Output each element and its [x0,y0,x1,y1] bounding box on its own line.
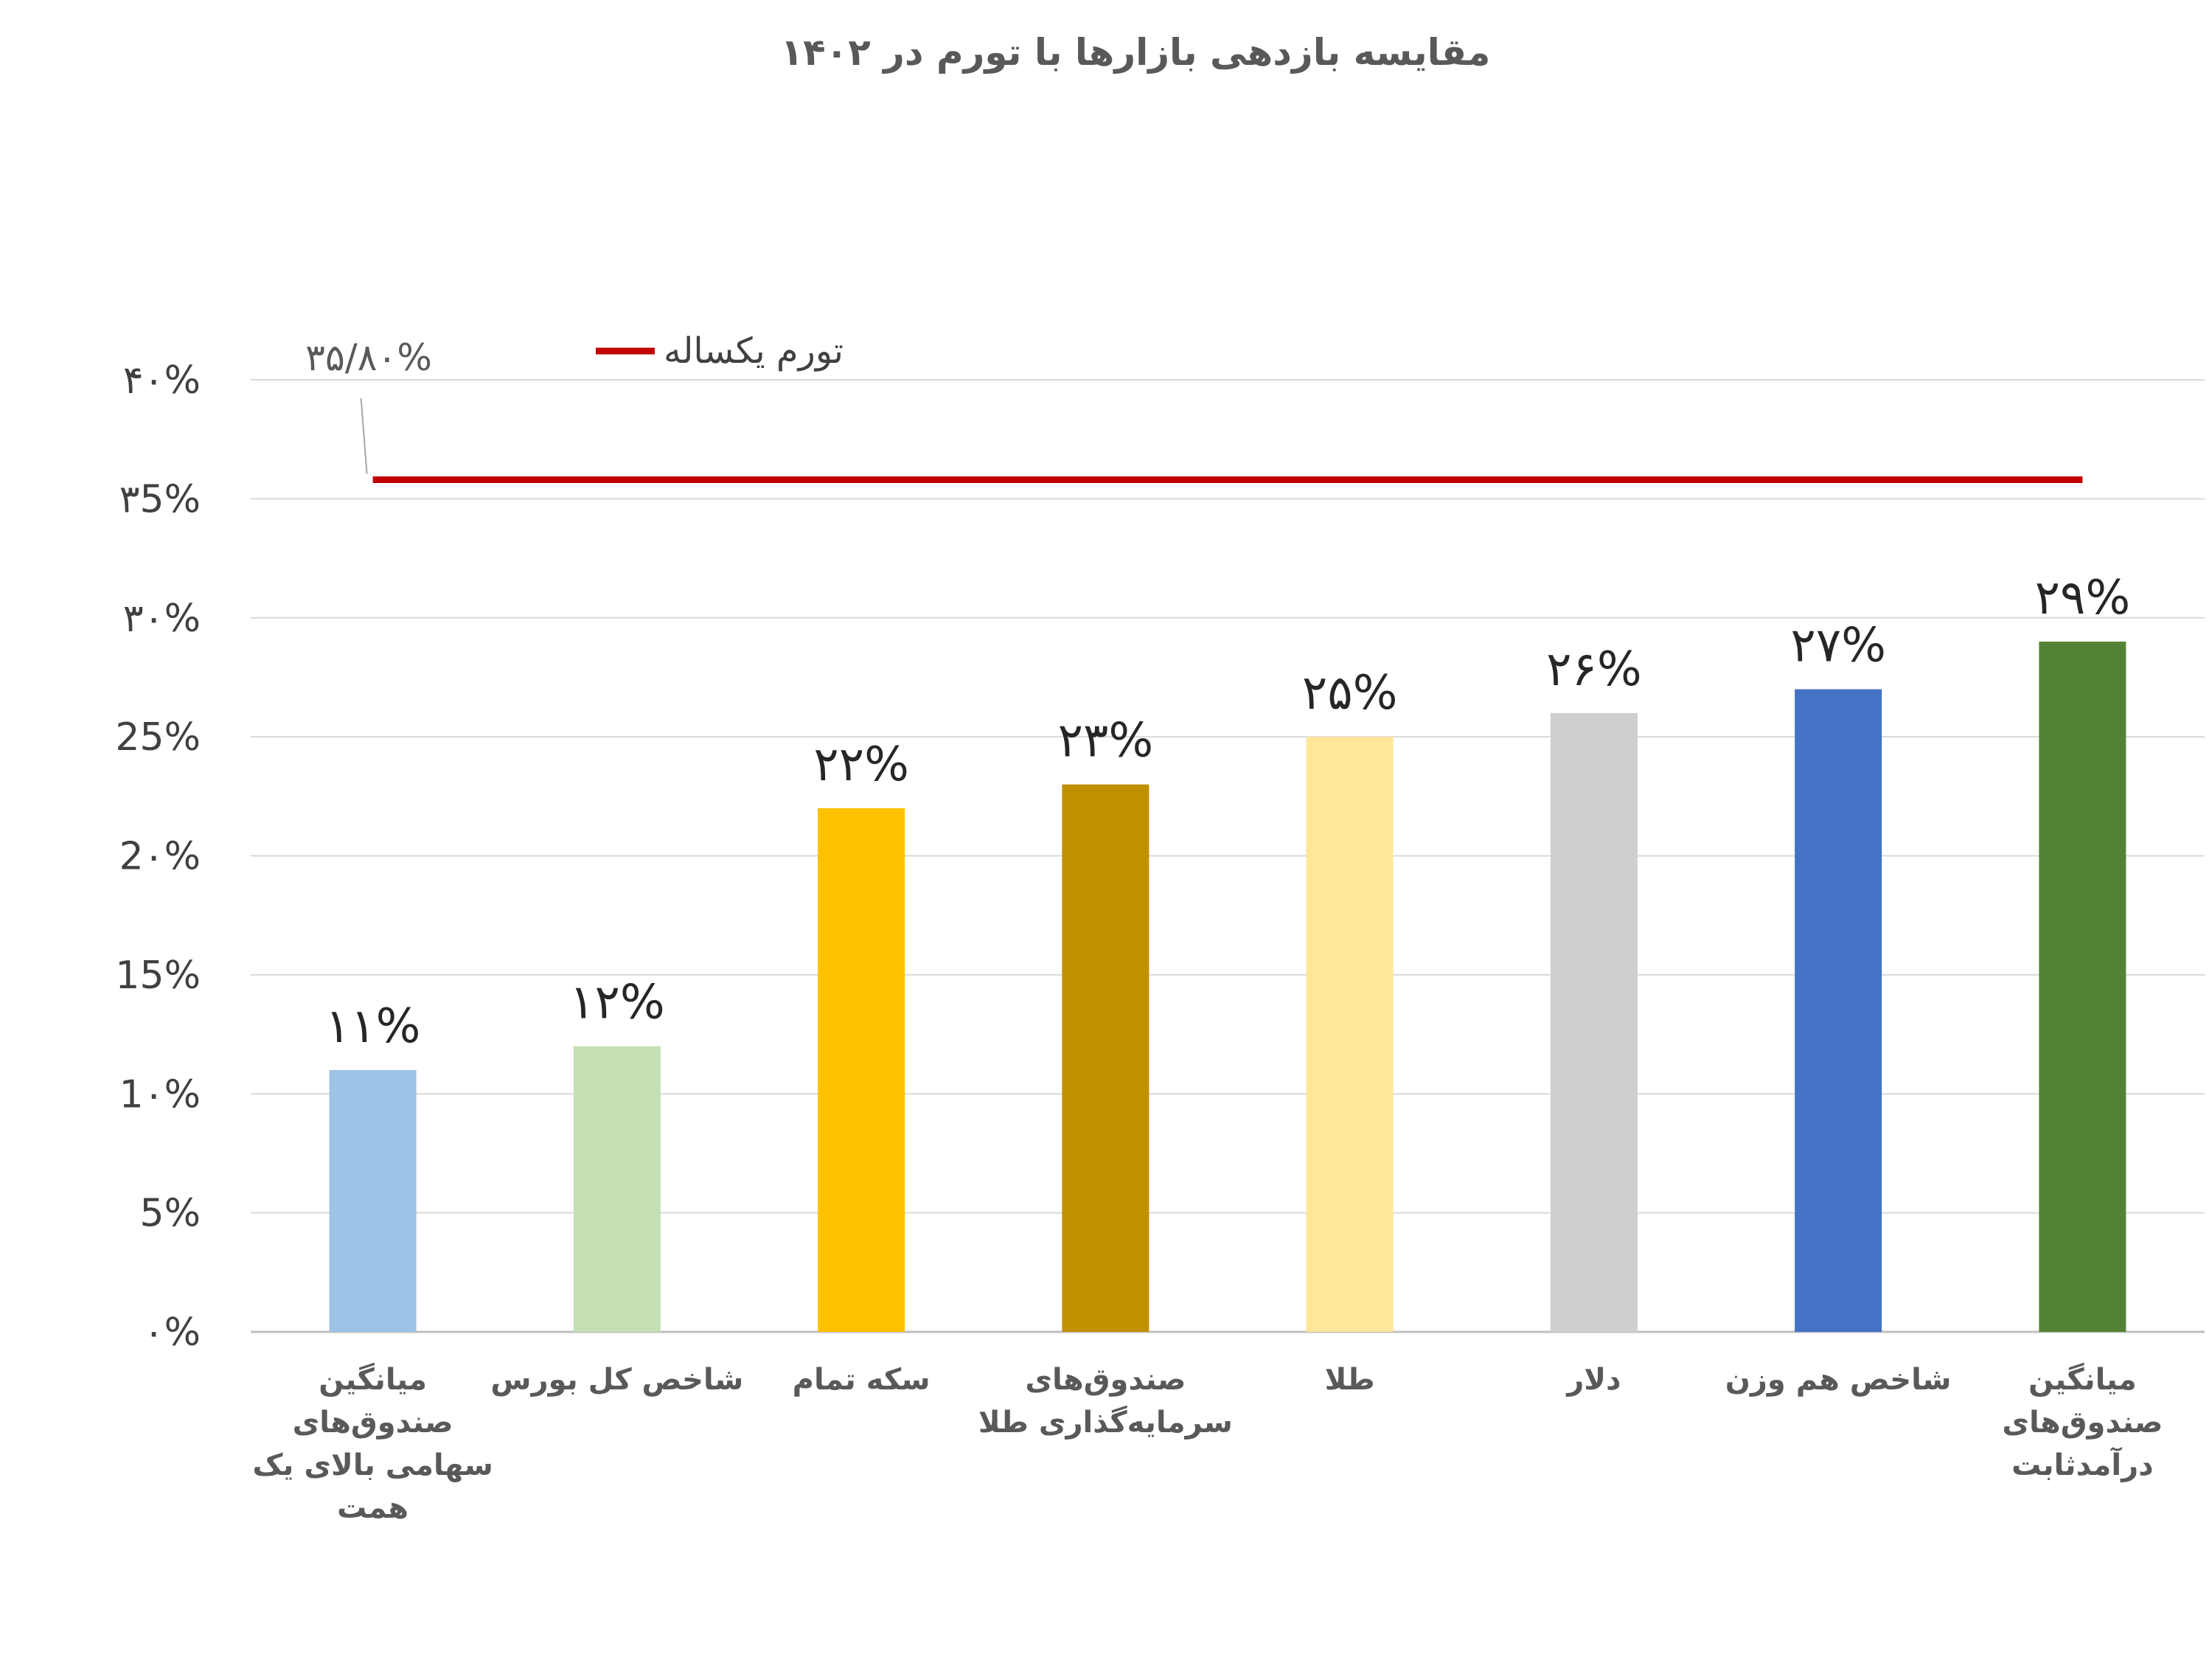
y-tick-label: 25% [115,715,201,760]
y-tick-label: ۳۰% [123,597,201,641]
data-label: ۲۶% [1546,642,1642,697]
y-tick-label: 2۰% [119,835,201,879]
inflation-line-group: ۳۵/۸۰% [305,336,2083,484]
category-label: صندوق‌های [293,1406,453,1440]
category-label: سکه تمام [793,1363,931,1397]
bar [1550,712,1638,1332]
bar [329,1069,417,1332]
y-tick-label: ۳5% [119,477,201,521]
x-axis-categories: میانگین صندوق‌های سهامی بالای یک همت شاخص کل… [252,1362,2163,1525]
y-tick-label: ۰% [144,1310,201,1355]
y-tick-label: 1۰% [119,1072,201,1117]
data-label: ۲۳% [1058,714,1154,768]
data-label: ۲۹% [2035,571,2131,625]
category-label: میانگین [319,1362,427,1397]
y-tick-label: 15% [115,954,201,998]
data-label: ۲۷% [1790,619,1886,673]
data-label: ۱۱% [325,999,421,1054]
category-label: همت [337,1491,408,1525]
legend: تورم یکساله [596,330,844,372]
bar [1306,737,1394,1332]
y-tick-label: ۴۰% [123,358,201,403]
chart-title: مقایسه بازدهی بازارها با تورم در ۱۴۰۲ [781,31,1491,74]
bar [573,1046,661,1332]
y-axis: ۰% 5% 1۰% 15% 2۰% 25% ۳۰% ۳5% ۴۰% [115,358,201,1355]
data-label: ۲۲% [813,737,909,792]
category-label: سهامی بالای یک [252,1448,493,1482]
data-labels: ۱۱% ۱۲% ۲۲% ۲۳% ۲۵% ۲۶% ۲۷% ۲۹% [325,571,2130,1054]
category-label: سرمایه‌گذاری طلا [978,1405,1233,1440]
gridlines [251,379,2205,1333]
bar [818,808,905,1332]
category-label: صندوق‌های [1025,1363,1186,1397]
category-label: شاخص هم وزن [1725,1363,1952,1397]
bars [329,642,2126,1332]
bar [2039,642,2126,1332]
category-label: میانگین [2028,1362,2137,1397]
bar [1795,689,1882,1332]
category-label: دلار [1565,1363,1621,1397]
bar [1062,784,1150,1332]
data-label: ۱۲% [569,976,665,1030]
category-label: درآمدثابت [2011,1446,2154,1482]
legend-label: تورم یکساله [664,330,844,372]
inflation-value-label: ۳۵/۸۰% [305,336,432,379]
category-label: طلا [1325,1363,1375,1397]
category-label: شاخص کل بورس [490,1363,743,1397]
data-label: ۲۵% [1302,666,1398,721]
category-label: صندوق‌های [2002,1406,2163,1440]
callout-leader-line [360,397,368,474]
y-tick-label: 5% [140,1192,201,1236]
